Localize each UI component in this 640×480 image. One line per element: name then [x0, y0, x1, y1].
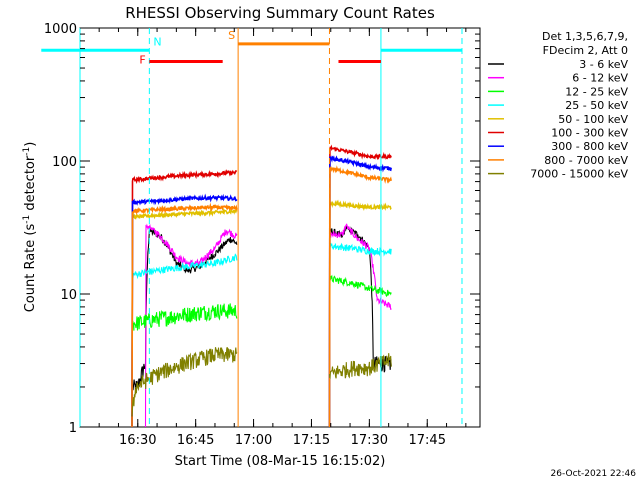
chart-title: RHESSI Observing Summary Count Rates: [125, 4, 435, 22]
series-line-12-25-kev: [131, 303, 238, 428]
series-line-7000-15000-kev: [131, 346, 238, 417]
y-axis-title-main: Count Rate (s: [23, 224, 38, 313]
x-tick-label: 16:30: [119, 433, 156, 448]
x-axis-title: Start Time (08-Mar-15 16:15:02): [175, 454, 386, 469]
interval-label: N: [153, 35, 161, 48]
plot-area: NF S 16:30 16:45 17:00 17:15 17:30 17:45 1 10 100…: [41, 22, 481, 448]
legend-entry-label: 800 - 7000 keV: [544, 154, 628, 167]
legend-header-line: Det 1,3,5,6,7,9,: [542, 30, 628, 43]
axis-ticks-layer: 16:30 16:45 17:00 17:15 17:30 17:45 1 10 100 1000: [44, 22, 480, 448]
x-tick-label: 17:30: [351, 433, 388, 448]
x-tick-label: 17:00: [235, 433, 272, 448]
legend-entry-label: 6 - 12 keV: [572, 72, 628, 85]
legend-entry-label: 3 - 6 keV: [579, 58, 628, 71]
x-tick-label: 17:15: [293, 433, 330, 448]
series-line-12-25-kev: [328, 274, 392, 428]
y-axis-title: Count Rate (s-1 detector-1): [22, 142, 38, 313]
series-line-25-50-kev: [131, 253, 238, 428]
legend-entry-label: 300 - 800 keV: [551, 140, 628, 153]
y-axis-title-mid: detector: [23, 155, 38, 215]
y-tick-label: 100: [52, 155, 77, 170]
series-line-3-6-kev: [131, 228, 238, 428]
x-tick-label: 16:45: [177, 433, 214, 448]
legend: Det 1,3,5,6,7,9, FDecim 2, Att 0 3 - 6 k…: [488, 30, 628, 181]
vertical-lines-layer: [79, 28, 463, 427]
interval-label: F: [139, 53, 145, 66]
legend-entry-label: 100 - 300 keV: [551, 127, 628, 140]
series-layer: [131, 144, 392, 428]
timestamp: 26-Oct-2021 22:46: [551, 469, 637, 479]
y-tick-label: 10: [60, 288, 77, 303]
x-tick-label: 17:45: [409, 433, 446, 448]
interval-label: S: [228, 29, 235, 42]
intervals-layer: NF S: [41, 29, 462, 66]
y-tick-label: 1000: [44, 22, 77, 37]
series-line-50-100-kev: [131, 207, 238, 428]
series-line-6-12-kev: [144, 223, 238, 428]
legend-entry-label: 50 - 100 keV: [558, 113, 628, 126]
y-axis-title-sup1: -1: [22, 215, 32, 224]
y-axis-title-end: ): [23, 142, 38, 147]
series-line-25-50-kev: [328, 242, 392, 428]
plot-frame: [79, 27, 481, 428]
series-line-6-12-kev: [328, 223, 392, 428]
legend-entry-label: 25 - 50 keV: [565, 99, 628, 112]
legend-header-line: FDecim 2, Att 0: [543, 44, 628, 57]
y-tick-label: 1: [69, 421, 77, 436]
y-axis-title-sup2: -1: [22, 147, 32, 156]
legend-entry-label: 12 - 25 keV: [565, 85, 628, 98]
legend-entry-label: 7000 - 15000 keV: [530, 168, 628, 181]
series-line-3-6-kev: [328, 225, 392, 428]
